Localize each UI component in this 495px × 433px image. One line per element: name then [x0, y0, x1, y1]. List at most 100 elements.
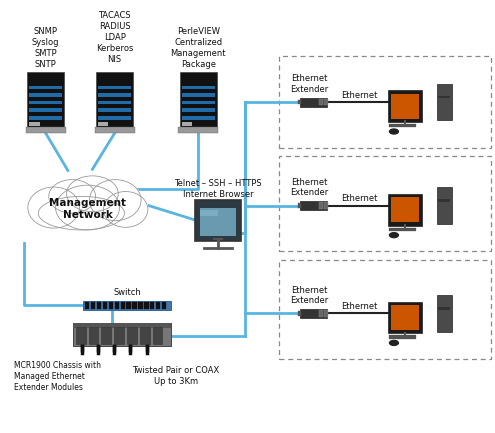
FancyBboxPatch shape: [437, 187, 452, 224]
FancyBboxPatch shape: [162, 302, 166, 308]
FancyBboxPatch shape: [319, 310, 323, 317]
Text: TACACS
RADIUS
LDAP
Kerberos
NIS: TACACS RADIUS LDAP Kerberos NIS: [96, 10, 133, 64]
Text: Ethernet: Ethernet: [341, 90, 378, 100]
Ellipse shape: [28, 187, 80, 228]
FancyBboxPatch shape: [391, 94, 419, 119]
Text: Ethernet: Ethernet: [341, 302, 378, 311]
FancyBboxPatch shape: [29, 122, 40, 126]
Text: Twisted Pair or COAX
Up to 3Km: Twisted Pair or COAX Up to 3Km: [133, 365, 220, 386]
FancyBboxPatch shape: [91, 302, 96, 308]
FancyBboxPatch shape: [388, 194, 422, 226]
FancyBboxPatch shape: [29, 86, 62, 89]
FancyBboxPatch shape: [298, 311, 301, 316]
FancyBboxPatch shape: [182, 122, 192, 126]
FancyBboxPatch shape: [29, 93, 62, 97]
FancyBboxPatch shape: [27, 72, 64, 128]
FancyBboxPatch shape: [98, 116, 131, 120]
FancyBboxPatch shape: [300, 97, 328, 107]
FancyBboxPatch shape: [200, 210, 218, 216]
Ellipse shape: [390, 233, 398, 238]
FancyBboxPatch shape: [298, 204, 301, 208]
FancyBboxPatch shape: [324, 310, 329, 317]
FancyBboxPatch shape: [182, 86, 215, 89]
FancyBboxPatch shape: [98, 122, 108, 126]
Text: Ethernet
Extender: Ethernet Extender: [290, 178, 328, 197]
FancyBboxPatch shape: [200, 208, 236, 236]
FancyBboxPatch shape: [85, 302, 90, 308]
FancyBboxPatch shape: [98, 86, 131, 89]
Text: Management
Network: Management Network: [49, 198, 126, 220]
Text: Switch: Switch: [113, 288, 141, 297]
FancyBboxPatch shape: [388, 90, 422, 122]
FancyBboxPatch shape: [150, 302, 154, 308]
FancyBboxPatch shape: [98, 108, 131, 112]
FancyBboxPatch shape: [132, 302, 137, 308]
FancyBboxPatch shape: [300, 201, 328, 210]
FancyBboxPatch shape: [115, 302, 119, 308]
FancyBboxPatch shape: [180, 72, 217, 128]
FancyBboxPatch shape: [182, 93, 215, 97]
Text: Ethernet
Extender: Ethernet Extender: [290, 74, 328, 94]
Bar: [280, 56, 491, 148]
FancyBboxPatch shape: [324, 99, 329, 105]
FancyBboxPatch shape: [126, 302, 131, 308]
FancyBboxPatch shape: [195, 200, 241, 240]
Text: Ethernet: Ethernet: [341, 194, 378, 203]
FancyBboxPatch shape: [26, 127, 66, 133]
FancyBboxPatch shape: [437, 295, 452, 332]
FancyBboxPatch shape: [324, 202, 329, 209]
Bar: [280, 260, 491, 359]
FancyBboxPatch shape: [144, 302, 148, 308]
FancyBboxPatch shape: [152, 327, 162, 343]
FancyBboxPatch shape: [439, 307, 450, 310]
FancyBboxPatch shape: [182, 108, 215, 112]
FancyBboxPatch shape: [98, 93, 131, 97]
FancyBboxPatch shape: [156, 302, 160, 308]
Ellipse shape: [390, 129, 398, 134]
Text: Ethernet
Extender: Ethernet Extender: [290, 286, 328, 305]
FancyBboxPatch shape: [29, 108, 62, 112]
FancyBboxPatch shape: [127, 327, 137, 343]
FancyBboxPatch shape: [182, 116, 215, 120]
FancyBboxPatch shape: [120, 302, 125, 308]
FancyBboxPatch shape: [97, 302, 101, 308]
Bar: [280, 156, 491, 251]
FancyBboxPatch shape: [138, 302, 143, 308]
FancyBboxPatch shape: [437, 84, 452, 120]
FancyBboxPatch shape: [29, 101, 62, 104]
Text: MCR1900 Chassis with
Managed Ethernet
Extender Modules: MCR1900 Chassis with Managed Ethernet Ex…: [14, 361, 100, 392]
Ellipse shape: [55, 185, 119, 230]
FancyBboxPatch shape: [101, 327, 111, 343]
FancyBboxPatch shape: [98, 101, 131, 104]
FancyBboxPatch shape: [389, 124, 416, 127]
FancyBboxPatch shape: [76, 327, 86, 343]
Ellipse shape: [38, 194, 137, 228]
FancyBboxPatch shape: [109, 302, 113, 308]
FancyBboxPatch shape: [391, 197, 419, 222]
Ellipse shape: [103, 191, 148, 227]
FancyBboxPatch shape: [103, 302, 107, 308]
FancyBboxPatch shape: [96, 72, 133, 128]
FancyBboxPatch shape: [95, 127, 135, 133]
FancyBboxPatch shape: [388, 302, 422, 333]
FancyBboxPatch shape: [439, 199, 450, 202]
FancyBboxPatch shape: [89, 327, 99, 343]
FancyBboxPatch shape: [300, 309, 328, 318]
Text: Telnet – SSH – HTTPS
Internet Browser: Telnet – SSH – HTTPS Internet Browser: [174, 178, 262, 199]
FancyBboxPatch shape: [182, 101, 215, 104]
FancyBboxPatch shape: [73, 323, 171, 328]
FancyBboxPatch shape: [83, 301, 171, 310]
FancyBboxPatch shape: [29, 116, 62, 120]
FancyBboxPatch shape: [298, 100, 301, 104]
FancyBboxPatch shape: [389, 228, 416, 231]
FancyBboxPatch shape: [319, 99, 323, 105]
Text: SNMP
Syslog
SMTP
SNTP: SNMP Syslog SMTP SNTP: [32, 26, 59, 69]
Text: PerleVIEW
Centralized
Management
Package: PerleVIEW Centralized Management Package: [171, 26, 226, 69]
FancyBboxPatch shape: [178, 127, 218, 133]
Ellipse shape: [390, 340, 398, 346]
FancyBboxPatch shape: [140, 327, 149, 343]
Ellipse shape: [38, 197, 124, 230]
FancyBboxPatch shape: [114, 327, 124, 343]
FancyBboxPatch shape: [391, 305, 419, 330]
FancyBboxPatch shape: [439, 96, 450, 98]
